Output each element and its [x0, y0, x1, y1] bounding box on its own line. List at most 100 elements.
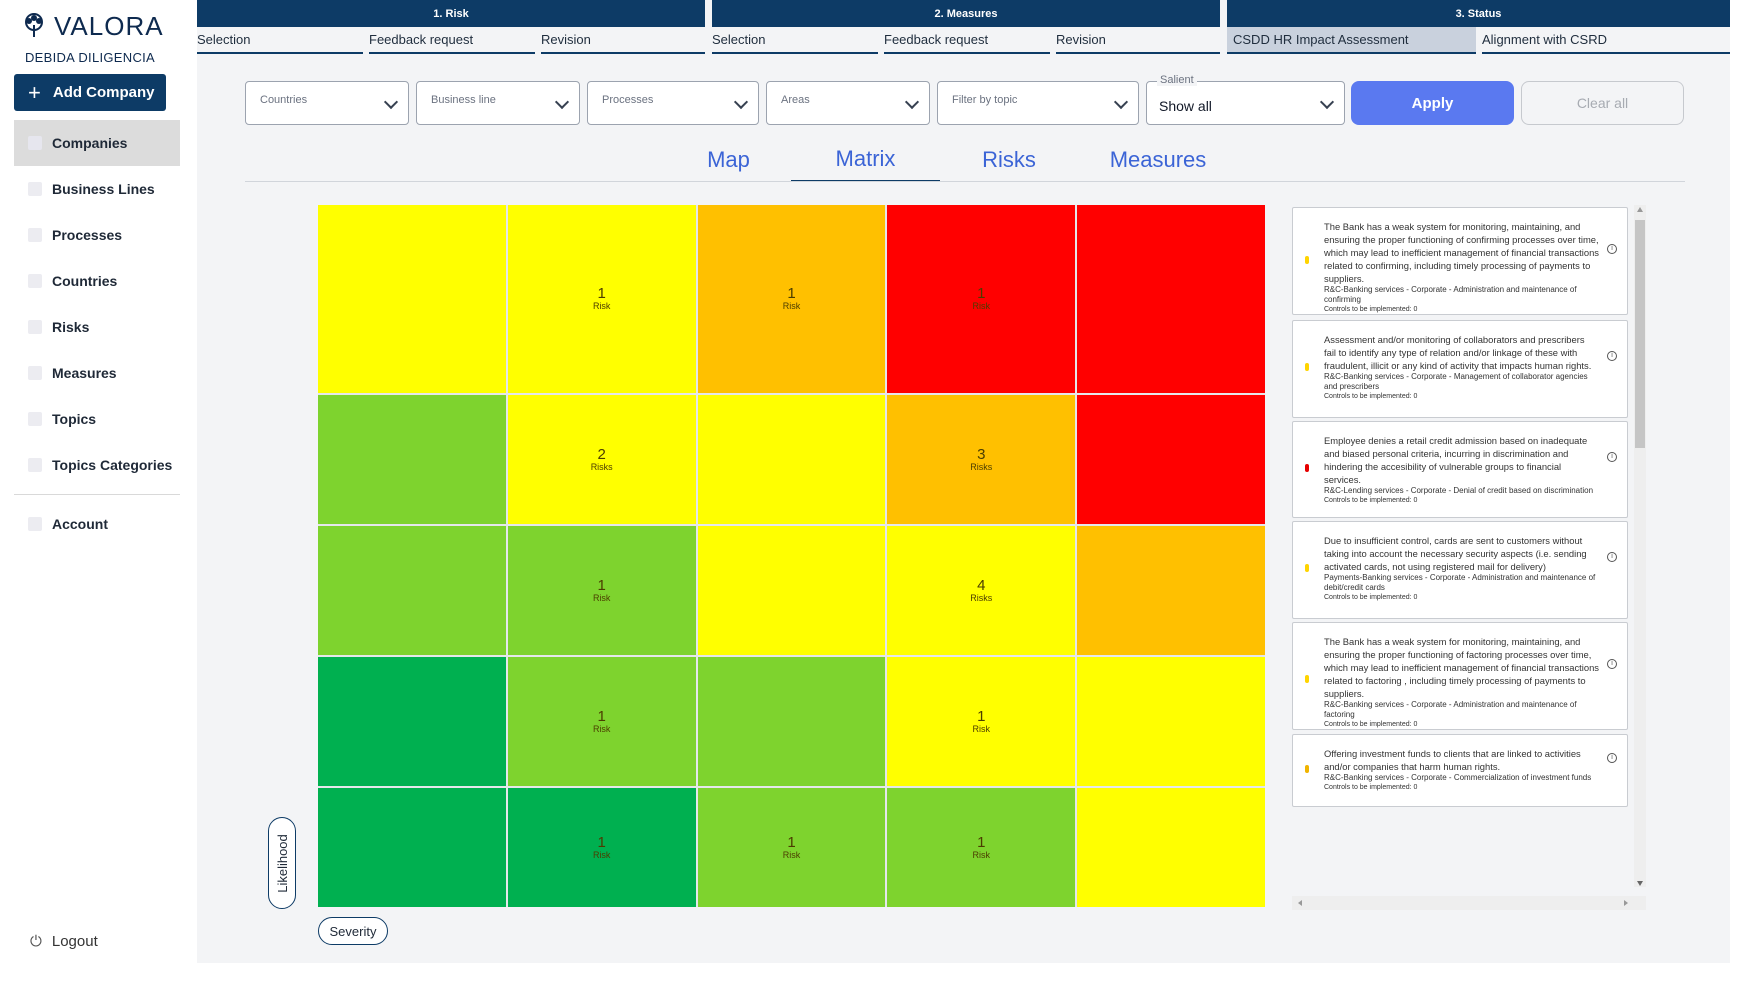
risk-matrix: 1 Risk 1 Risk 1 Risk 2 Risks 3 Risks 1 Risk 4 Risks 1 R…	[318, 205, 1265, 907]
matrix-cell[interactable]: 2 Risks	[507, 395, 696, 524]
tab-matrix[interactable]: Matrix	[791, 138, 940, 182]
matrix-cell[interactable]: 1 Risk	[507, 526, 696, 655]
matrix-cell[interactable]: 1 Risk	[887, 788, 1076, 907]
risk-path: R&C-Lending services - Corporate - Denia…	[1324, 486, 1594, 495]
risk-description: Assessment and/or monitoring of collabor…	[1324, 334, 1592, 371]
tab-risk-selection[interactable]: Selection	[197, 27, 363, 54]
matrix-cell[interactable]: 1 Risk	[887, 657, 1076, 786]
matrix-cell[interactable]: 3 Risks	[887, 395, 1076, 524]
info-icon[interactable]: i	[1607, 659, 1617, 669]
sidebar-item-processes[interactable]: Processes	[14, 212, 180, 258]
apply-button[interactable]: Apply	[1351, 81, 1514, 125]
matrix-cell-label: Risk	[972, 723, 991, 734]
tab-measures[interactable]: Measures	[1109, 147, 1207, 172]
business-line-select[interactable]: Business line	[416, 81, 580, 125]
chevron-down-icon	[904, 94, 920, 110]
add-company-button[interactable]: + Add Company	[14, 74, 166, 111]
tab-measures-selection[interactable]: Selection	[712, 27, 878, 54]
matrix-cell[interactable]: 1 Risk	[887, 205, 1076, 393]
areas-select[interactable]: Areas	[766, 81, 930, 125]
countries-select[interactable]: Countries	[245, 81, 409, 125]
matrix-cell[interactable]: 1 Risk	[507, 657, 696, 786]
processes-select[interactable]: Processes	[587, 81, 759, 125]
clear-all-button[interactable]: Clear all	[1521, 81, 1684, 125]
risk-controls: Controls to be implemented: 0	[1324, 784, 1418, 791]
info-icon[interactable]: i	[1607, 351, 1617, 361]
info-icon[interactable]: i	[1607, 244, 1617, 254]
logout-button[interactable]: ⏻ Logout	[30, 933, 98, 950]
sidebar-item-measures[interactable]: Measures	[14, 350, 180, 396]
sidebar-item-business-lines[interactable]: Business Lines	[14, 166, 180, 212]
phase-status[interactable]: 3. Status	[1227, 0, 1730, 27]
phase-risk[interactable]: 1. Risk	[197, 0, 705, 27]
sidebar-item-risks[interactable]: Risks	[14, 304, 180, 350]
matrix-cell[interactable]: 1 Risk	[507, 788, 696, 907]
info-icon[interactable]: i	[1607, 753, 1617, 763]
tab-alignment-with-csrd[interactable]: Alignment with CSRD	[1482, 27, 1730, 54]
logo[interactable]: VALORA	[20, 11, 170, 41]
scroll-down-icon[interactable]	[1637, 881, 1643, 886]
checkbox-icon	[28, 320, 42, 334]
sidebar-item-account[interactable]: Account	[14, 501, 180, 547]
matrix-cell	[318, 205, 506, 393]
matrix-cell-count: 4	[977, 576, 986, 594]
tab-risk-feedback-request[interactable]: Feedback request	[369, 27, 535, 54]
main-content: 1. Risk 2. Measures 3. Status Selection …	[197, 0, 1730, 963]
sidebar-item-label: Risks	[52, 319, 90, 335]
info-icon[interactable]: i	[1607, 552, 1617, 562]
matrix-cell-label: Risk	[782, 849, 801, 860]
matrix-cell[interactable]: 1 Risk	[697, 788, 886, 907]
matrix-cell-label: Risks	[970, 592, 993, 603]
scroll-left-icon[interactable]	[1298, 900, 1302, 906]
sidebar-item-topics[interactable]: Topics	[14, 396, 180, 442]
scroll-up-icon[interactable]	[1637, 207, 1643, 212]
checkbox-icon	[28, 412, 42, 426]
matrix-cell	[318, 788, 506, 907]
tab-risks[interactable]: Risks	[982, 147, 1036, 172]
info-icon[interactable]: i	[1607, 452, 1617, 462]
risk-card[interactable]: i Due to insufficient control, cards are …	[1292, 521, 1628, 619]
matrix-cell	[1077, 657, 1265, 786]
matrix-cell[interactable]: 4 Risks	[887, 526, 1076, 655]
risk-card[interactable]: i Assessment and/or monitoring of collabo…	[1292, 320, 1628, 418]
sidebar-item-countries[interactable]: Countries	[14, 258, 180, 304]
risk-card[interactable]: i Offering investment funds to clients th…	[1292, 734, 1628, 807]
chevron-down-icon	[554, 94, 570, 110]
sidebar-item-topics-categories[interactable]: Topics Categories	[14, 442, 180, 488]
scrollbar-thumb[interactable]	[1635, 220, 1645, 448]
topic-filter-select[interactable]: Filter by topic	[937, 81, 1139, 125]
scroll-right-icon[interactable]	[1624, 900, 1628, 906]
areas-placeholder: Areas	[781, 94, 810, 106]
risk-list[interactable]: i The Bank has a weak system for monitori…	[1292, 205, 1646, 910]
matrix-cell-label: Risk	[782, 301, 801, 311]
salient-select[interactable]: Salient Show all	[1146, 74, 1345, 125]
tab-risk-revision[interactable]: Revision	[541, 27, 705, 54]
risk-card[interactable]: i The Bank has a weak system for monitori…	[1292, 207, 1628, 315]
matrix-cell-label: Risk	[592, 592, 611, 603]
tab-csdd-hr-impact-assessment[interactable]: CSDD HR Impact Assessment	[1227, 27, 1476, 54]
matrix-cell[interactable]: 1 Risk	[697, 205, 886, 393]
risk-card[interactable]: i The Bank has a weak system for monitori…	[1292, 622, 1628, 730]
view-tabs: Map Matrix Risks Measures	[666, 138, 1238, 182]
checkbox-icon	[28, 366, 42, 380]
tab-measures-feedback-request[interactable]: Feedback request	[884, 27, 1050, 54]
risk-description: Offering investment funds to clients tha…	[1324, 748, 1581, 772]
logout-label: Logout	[51, 933, 98, 950]
risk-level-dot	[1305, 464, 1309, 472]
sidebar-item-companies[interactable]: Companies	[14, 120, 180, 166]
sidebar-item-label: Countries	[52, 273, 118, 289]
horizontal-scrollbar[interactable]	[1292, 896, 1646, 910]
sidebar-item-label: Processes	[52, 227, 123, 243]
vertical-scrollbar[interactable]	[1634, 205, 1646, 887]
matrix-cell	[1077, 395, 1265, 524]
sidebar-item-label: Measures	[52, 365, 117, 381]
matrix-cell[interactable]: 1 Risk	[507, 205, 696, 393]
salient-label: Salient	[1157, 74, 1197, 86]
phase-measures[interactable]: 2. Measures	[712, 0, 1220, 27]
tab-measures-revision[interactable]: Revision	[1056, 27, 1220, 54]
matrix-cell-label: Risks	[970, 461, 993, 472]
risk-card[interactable]: i Employee denies a retail credit admissi…	[1292, 421, 1628, 518]
tab-map[interactable]: Map	[707, 147, 750, 172]
risk-level-dot	[1305, 256, 1309, 264]
matrix-cell	[697, 526, 886, 655]
